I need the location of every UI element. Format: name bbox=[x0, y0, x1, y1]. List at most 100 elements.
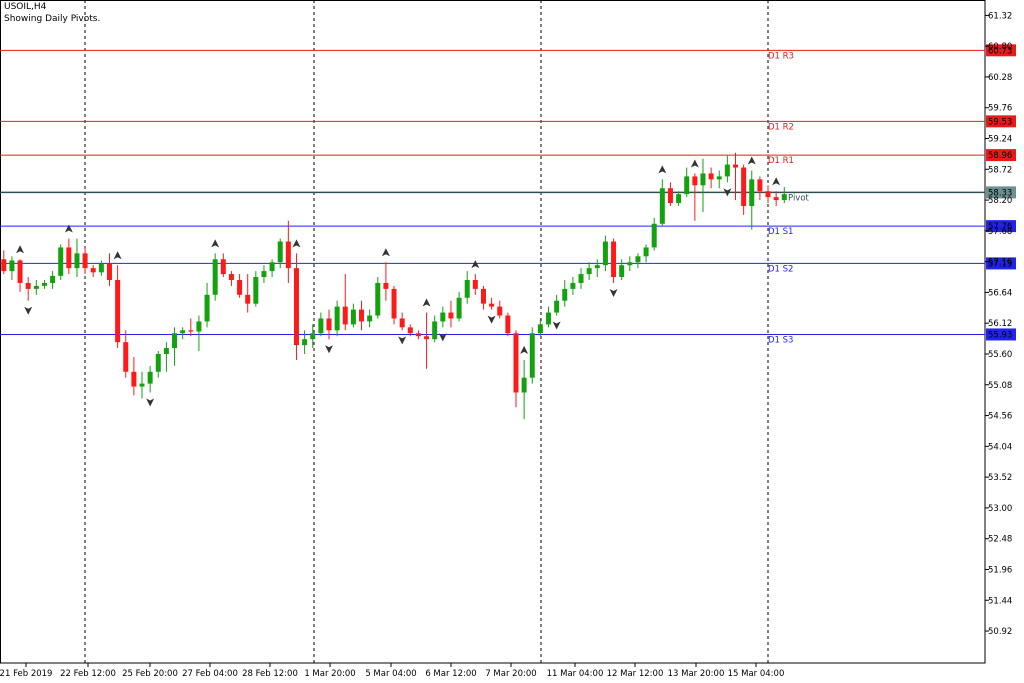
candle-body bbox=[1, 259, 7, 272]
candle-body bbox=[391, 288, 397, 319]
y-tick-label: 51.44 bbox=[988, 596, 1012, 606]
candle bbox=[25, 277, 31, 301]
pivot-level-name: D1 S1 bbox=[768, 227, 793, 237]
candle-body bbox=[9, 260, 15, 272]
candle bbox=[456, 291, 462, 322]
candle-body bbox=[58, 247, 64, 276]
candle bbox=[375, 277, 381, 319]
pivot-price-label: 58.96 bbox=[988, 151, 1012, 161]
candle bbox=[432, 315, 438, 343]
fractal-down-icon bbox=[609, 288, 618, 297]
candle-body bbox=[318, 318, 324, 334]
plot-frame bbox=[0, 0, 986, 664]
y-tick-label: 55.60 bbox=[988, 350, 1012, 360]
y-tick-label: 59.76 bbox=[988, 104, 1012, 114]
candle-body bbox=[334, 306, 340, 331]
pivot-price-label: 57.76 bbox=[988, 222, 1012, 232]
candle bbox=[684, 167, 690, 198]
candlesticks bbox=[1, 152, 787, 420]
candle bbox=[269, 259, 275, 278]
candle-body bbox=[228, 274, 234, 280]
candle bbox=[781, 187, 787, 204]
candle bbox=[237, 274, 243, 298]
candle bbox=[554, 294, 560, 316]
candle-body bbox=[50, 275, 56, 283]
candle bbox=[407, 324, 413, 337]
pivot-price-badge bbox=[986, 115, 1016, 128]
y-tick-label: 54.04 bbox=[988, 442, 1012, 452]
pivot-level-name: Pivot bbox=[788, 193, 810, 203]
candle bbox=[245, 274, 251, 313]
candle bbox=[757, 176, 763, 201]
candle bbox=[367, 309, 373, 328]
candle-body bbox=[212, 259, 218, 295]
candle bbox=[570, 277, 576, 295]
candle-body bbox=[285, 241, 291, 269]
candle-body bbox=[594, 265, 600, 269]
candle bbox=[277, 238, 283, 269]
candle-body bbox=[204, 294, 210, 322]
candle-body bbox=[163, 348, 169, 354]
candle bbox=[602, 235, 608, 272]
candle-body bbox=[432, 321, 438, 340]
candle bbox=[180, 327, 186, 340]
candle-body bbox=[123, 342, 129, 372]
candle-body bbox=[115, 279, 121, 343]
y-tick-label: 52.48 bbox=[988, 535, 1012, 545]
candle-body bbox=[261, 271, 267, 278]
candle-body bbox=[424, 336, 430, 340]
x-tick-label: 21 Feb 2019 bbox=[0, 669, 52, 679]
candle bbox=[155, 351, 161, 378]
candle bbox=[90, 265, 96, 278]
y-tick-label: 57.16 bbox=[988, 258, 1012, 268]
fractal-down-icon bbox=[146, 398, 155, 407]
candle-body bbox=[399, 318, 405, 328]
candle-body bbox=[172, 333, 178, 349]
candle bbox=[172, 327, 178, 366]
candle-body bbox=[684, 176, 690, 195]
candle-body bbox=[602, 241, 608, 266]
candle bbox=[391, 285, 397, 325]
candle bbox=[318, 312, 324, 337]
candle bbox=[131, 356, 137, 396]
candle bbox=[765, 185, 771, 204]
candle bbox=[350, 303, 356, 328]
candle-body bbox=[586, 268, 592, 275]
candle-body bbox=[472, 279, 478, 289]
candle bbox=[147, 365, 153, 393]
pivot-price-badge bbox=[986, 328, 1016, 341]
pivot-level-name: D1 R3 bbox=[768, 51, 794, 61]
plot-area bbox=[0, 0, 986, 664]
candle bbox=[98, 260, 104, 276]
x-tick-label: 15 Mar 04:00 bbox=[728, 669, 785, 679]
candle-body bbox=[554, 300, 560, 313]
candle-body bbox=[25, 282, 31, 289]
candle-body bbox=[464, 279, 470, 298]
chart-subtitle: Showing Daily Pivots. bbox=[4, 14, 101, 24]
candle bbox=[448, 300, 454, 328]
candle-body bbox=[757, 179, 763, 192]
y-tick-label: 53.52 bbox=[988, 473, 1012, 483]
candle bbox=[513, 330, 519, 408]
candle-body bbox=[253, 277, 259, 304]
pivot-price-badge bbox=[986, 44, 1016, 57]
pivot-price-label: 58.33 bbox=[988, 188, 1012, 198]
candle-body bbox=[529, 333, 535, 378]
candle bbox=[440, 306, 446, 328]
candle bbox=[33, 279, 39, 295]
candle-body bbox=[667, 188, 673, 204]
candle bbox=[342, 274, 348, 331]
candle bbox=[635, 253, 641, 269]
candle bbox=[586, 262, 592, 280]
y-tick-label: 54.56 bbox=[988, 412, 1012, 422]
pivot-levels: D1 R3 60.73 D1 R2 59.53 D1 R1 58.96 Pivot 58.33… bbox=[0, 44, 1016, 345]
candle-body bbox=[489, 303, 495, 307]
candle-body bbox=[611, 241, 617, 278]
x-tick-label: 12 Mar 12:00 bbox=[607, 669, 664, 679]
candle bbox=[415, 330, 421, 340]
candle bbox=[741, 164, 747, 215]
candle-body bbox=[741, 167, 747, 207]
candle-body bbox=[310, 333, 316, 340]
candle-body bbox=[277, 241, 283, 263]
